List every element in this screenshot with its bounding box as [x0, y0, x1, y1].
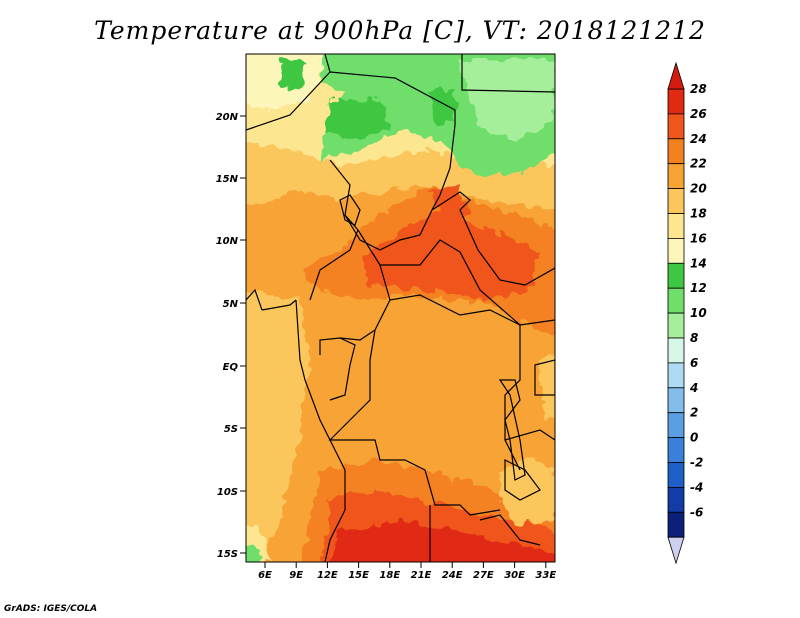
chart-title: Temperature at 900hPa [C], VT: 201812121… [94, 16, 706, 45]
colorbar-label: 4 [689, 381, 698, 395]
colorbar-bin [667, 412, 685, 439]
lon-tick-label: 15E [348, 570, 369, 581]
map-frame [245, 53, 556, 563]
colorbar-label: -6 [690, 505, 703, 519]
lon-tick-label: 9E [289, 570, 303, 581]
colorbar-top-arrow [667, 61, 685, 90]
country-borders [246, 54, 555, 562]
lat-tick-label: 10N [216, 236, 239, 247]
colorbar-label: 12 [690, 281, 707, 295]
colorbar-bin [667, 113, 685, 140]
temperature-field [246, 54, 555, 562]
colorbar-bin [667, 88, 685, 115]
colorbar-label: 22 [690, 157, 707, 171]
colorbar-bin [667, 138, 685, 165]
colorbar-label: 14 [690, 256, 707, 270]
colorbar-bin [667, 486, 685, 513]
colorbar-bottom-arrow [667, 536, 685, 565]
colorbar-label: 18 [690, 207, 707, 221]
colorbar-bin [667, 511, 685, 538]
colorbar-label: 16 [690, 231, 707, 245]
colorbar-label: -4 [690, 480, 703, 494]
colorbar-bin [667, 362, 685, 389]
colorbar-label: 26 [690, 107, 707, 121]
lat-tick-label: 15S [217, 549, 238, 560]
colorbar-bin [667, 262, 685, 289]
lon-tick-label: 27E [473, 570, 494, 581]
lat-tick-label: 5N [223, 299, 239, 310]
lat-tick-label: 10S [217, 487, 238, 498]
colorbar-label: -2 [690, 456, 703, 470]
colorbar-label: 2 [690, 406, 698, 420]
lat-tick-label: 20N [216, 112, 239, 123]
colorbar-bin [667, 237, 685, 264]
lon-tick-label: 33E [535, 570, 556, 581]
credit-label: GrADS: IGES/COLA [4, 604, 98, 614]
colorbar-bin [667, 337, 685, 364]
colorbar-bin [667, 462, 685, 488]
lat-tick-label: 15N [216, 174, 239, 185]
lon-tick-label: 24E [442, 570, 463, 581]
lon-tick-label: 30E [504, 570, 525, 581]
latitude-axis: 20N 15N 10N 5N EQ 5S 10S 15S [216, 112, 246, 560]
colorbar-label: 10 [690, 306, 707, 320]
lon-tick-label: 18E [379, 570, 400, 581]
colorbar-label: 28 [690, 82, 707, 96]
colorbar-label: 8 [690, 331, 698, 345]
colorbar-bin [667, 287, 685, 314]
colorbar-bin [667, 188, 685, 214]
lon-tick-label: 12E [317, 570, 338, 581]
colorbar-label: 0 [690, 431, 698, 445]
colorbar-bin [667, 163, 685, 189]
colorbar-bin [667, 312, 685, 339]
longitude-axis: 6E 9E 12E 15E 18E 21E 24E 27E 30E 33E [258, 562, 556, 581]
lat-tick-label: EQ [223, 362, 239, 373]
colorbar-label: 6 [690, 356, 698, 370]
colorbar-label: 20 [690, 182, 707, 196]
lat-tick-label: 5S [224, 424, 238, 435]
lon-tick-label: 6E [258, 570, 272, 581]
lon-tick-label: 21E [411, 570, 432, 581]
colorbar-label: 24 [690, 132, 707, 146]
colorbar-bin [667, 387, 685, 414]
colorbar-bin [667, 437, 685, 463]
colorbar-bin [667, 213, 685, 239]
